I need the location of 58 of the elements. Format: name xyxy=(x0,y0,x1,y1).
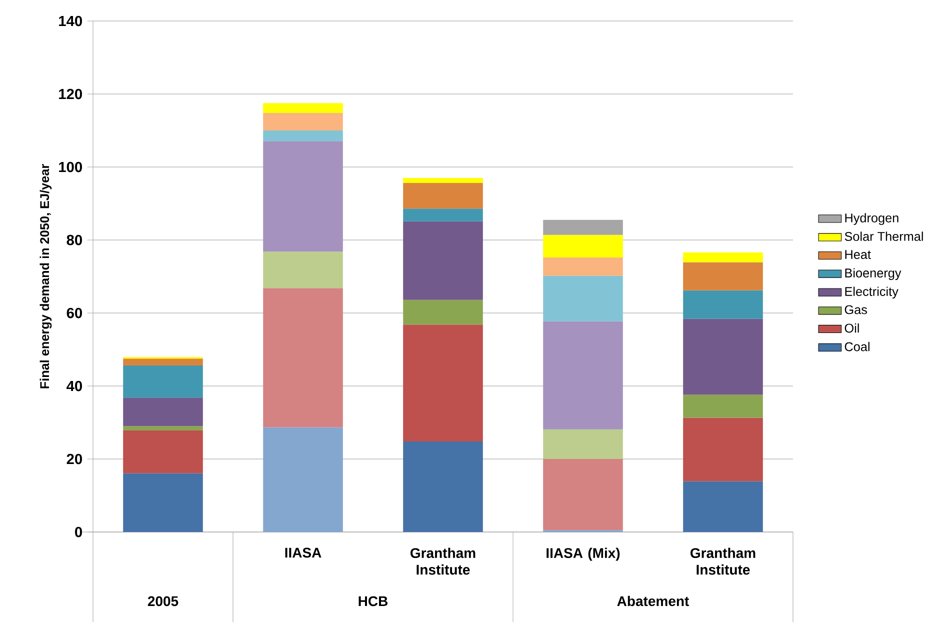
text: HCB xyxy=(358,596,388,606)
bar xyxy=(263,103,343,113)
bar xyxy=(683,394,763,418)
bar xyxy=(683,290,763,319)
x-tick-label: IIASA (Mix) xyxy=(546,548,620,561)
bar xyxy=(543,258,623,276)
bar xyxy=(543,276,623,322)
y-tick-label: 140 xyxy=(59,16,82,26)
bar xyxy=(263,427,343,532)
y-tick-label: 120 xyxy=(59,88,82,100)
bar xyxy=(543,429,623,459)
bar xyxy=(683,262,763,290)
bar xyxy=(683,418,763,482)
bar xyxy=(263,288,343,428)
legend-label: Gas xyxy=(844,305,868,314)
legend-label: Bioenergy xyxy=(845,268,902,280)
legend-label: Heat xyxy=(845,250,871,259)
bar xyxy=(683,481,763,532)
bar xyxy=(543,459,623,530)
bar xyxy=(403,441,483,532)
x-tick-label: IIASA xyxy=(285,548,322,558)
bar xyxy=(403,208,483,222)
bar xyxy=(263,141,343,252)
bar xyxy=(403,183,483,209)
bar xyxy=(403,221,483,300)
y-tick-label: 20 xyxy=(66,454,82,464)
y-axis-title: Final energy demand in 2050, EJ/year xyxy=(40,164,52,388)
bar xyxy=(263,130,343,142)
legend-label: Hydrogen xyxy=(845,213,898,225)
bar xyxy=(683,318,763,395)
x-tick-label: Grantham Institute xyxy=(410,548,476,575)
text: 2005 xyxy=(148,596,178,606)
bar xyxy=(263,252,343,288)
bar xyxy=(543,220,623,235)
legend-label: Solar Thermal xyxy=(844,232,923,241)
bar xyxy=(123,358,203,366)
bar xyxy=(403,178,483,184)
y-tick-label: 0 xyxy=(75,526,82,538)
bar xyxy=(683,252,763,262)
y-tick-label: 60 xyxy=(66,308,82,318)
legend-label: Oil xyxy=(844,323,859,333)
bar xyxy=(123,473,203,532)
bar xyxy=(263,112,343,130)
x-tick-label: Grantham Institute xyxy=(690,548,756,575)
bar xyxy=(123,366,203,398)
bar xyxy=(123,398,203,426)
bar xyxy=(123,430,203,474)
legend-label: Electricity xyxy=(845,286,898,299)
bar xyxy=(123,426,203,431)
y-tick-label: 80 xyxy=(66,234,82,246)
bar xyxy=(403,300,483,325)
y-tick-label: 40 xyxy=(66,380,82,392)
bar xyxy=(543,321,623,430)
legend-label: Coal xyxy=(844,342,870,352)
y-tick-label: 100 xyxy=(59,162,82,172)
bar xyxy=(543,234,623,258)
bar xyxy=(403,324,483,442)
text: Abatement xyxy=(617,596,689,606)
